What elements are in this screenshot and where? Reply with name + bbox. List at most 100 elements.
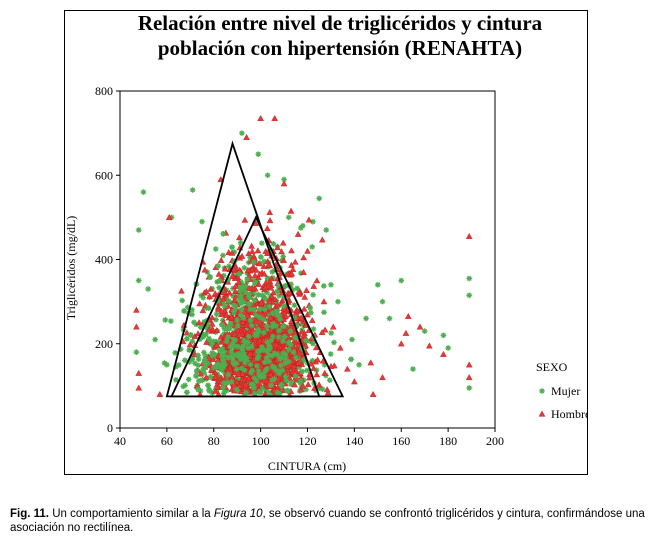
point-hombre-884 [261,270,268,277]
point-mujer-918 [356,362,362,368]
point-hombre-639 [307,360,315,367]
legend-label-mujer: Mujer [551,384,580,398]
point-mujer-overlay-105 [269,323,276,330]
point-mujer-776 [175,362,182,368]
point-hombre-8 [310,282,318,289]
point-mujer-641 [259,240,265,246]
point-mujer-overlay-173 [248,322,255,329]
point-hombre-815 [257,299,265,306]
point-mujer-overlay-62 [280,338,286,344]
point-hombre-368 [270,289,277,296]
point-mujer-overlay-238 [251,297,258,304]
point-mujer-overlay-201 [253,378,260,384]
point-hombre-561 [268,275,275,282]
point-mujer-overlay-171 [236,271,243,277]
point-mujer-891 [207,373,214,380]
point-mujer-overlay-196 [193,368,200,374]
point-hombre-886 [298,328,305,335]
point-mujer-881 [213,316,219,323]
point-hombre-356 [241,216,249,223]
point-hombre-1124 [426,342,433,349]
point-hombre-1032 [252,318,260,325]
x-tick-label-0: 40 [114,434,126,448]
point-mujer-886 [327,377,333,384]
point-hombre-72 [238,252,246,259]
point-mujer-overlay-234 [245,301,252,307]
point-hombre-426 [194,330,202,337]
point-mujer-380 [310,292,316,298]
point-hombre-798 [288,247,295,254]
point-hombre-507 [203,338,210,345]
point-mujer-924 [410,366,416,372]
point-mujer-overlay-249 [253,312,259,319]
point-hombre-699 [218,311,225,318]
point-mujer-overlay-36 [255,348,261,355]
y-tick-label-3: 600 [95,168,113,182]
point-mujer-overlay-154 [222,380,229,387]
point-mujer-906 [239,130,245,136]
point-hombre-818 [291,381,299,388]
point-mujer-903 [152,336,158,343]
point-mujer-overlay-99 [260,316,267,323]
point-hombre-827 [217,256,225,263]
point-mujer-overlay-159 [232,303,239,310]
point-hombre-697 [313,371,321,378]
point-hombre-1120 [369,390,377,397]
point-mujer-overlay-233 [231,361,237,367]
point-mujer-overlay-210 [210,364,217,371]
point-hombre-831 [274,244,281,251]
point-hombre-849 [236,234,243,241]
point-mujer-899 [133,349,140,355]
point-mujer-overlay-15 [240,315,247,321]
point-hombre-865 [244,266,252,273]
point-hombre-161 [298,386,305,393]
point-mujer-overlay-218 [292,334,299,341]
point-mujer-897 [135,227,142,233]
point-hombre-52 [306,374,313,381]
point-mujer-overlay-216 [269,352,276,359]
point-hombre-731 [178,287,185,294]
point-hombre-23 [324,389,332,396]
point-hombre-60 [254,247,262,254]
point-mujer-overlay-226 [249,343,255,350]
point-hombre-872 [251,272,259,279]
point-hombre-397 [195,319,203,326]
point-mujer-overlay-96 [281,333,288,340]
point-hombre-484 [321,369,329,376]
ticks-layer: 40 60 80 100 120 140 160 180 200 0 200 400 600 800 [95,84,504,448]
point-mujer-overlay-178 [245,333,252,340]
point-mujer-overlay-220 [221,325,228,332]
point-mujer-860 [210,338,217,345]
point-mujer-overlay-53 [231,308,237,315]
point-mujer-701 [162,317,169,323]
point-mujer-900 [140,189,147,195]
point-hombre-1070 [235,278,243,285]
point-hombre-1115 [320,298,328,305]
point-mujer-overlay-193 [204,360,211,367]
point-hombre-834 [295,288,303,295]
point-mujer-326 [321,309,327,316]
point-hombre-744 [226,289,233,296]
point-mujer-923 [398,277,405,284]
point-mujer-overlay-67 [259,344,265,350]
point-mujer-overlay-38 [270,333,276,340]
point-mujer-921 [379,298,386,305]
point-hombre-574 [284,270,291,277]
point-hombre-300 [303,286,310,293]
point-mujer-overlay-247 [233,352,240,358]
point-hombre-755 [312,344,320,351]
point-mujer-overlay-1 [290,349,297,356]
point-mujer-overlay-71 [202,331,209,338]
point-mujer-898 [135,277,142,284]
x-tick-label-3: 100 [252,434,270,448]
point-mujer-overlay-84 [294,285,301,292]
point-mujer-912 [309,244,315,250]
point-mujer-overlay-109 [209,352,216,359]
point-mujer-929 [466,292,473,299]
point-mujer-overlay-17 [310,340,316,347]
point-hombre-1049 [267,371,274,378]
point-mujer-overlay-117 [283,377,290,384]
point-hombre-1130 [379,374,386,381]
point-mujer-overlay-242 [232,337,238,344]
point-hombre-1083 [203,373,210,380]
